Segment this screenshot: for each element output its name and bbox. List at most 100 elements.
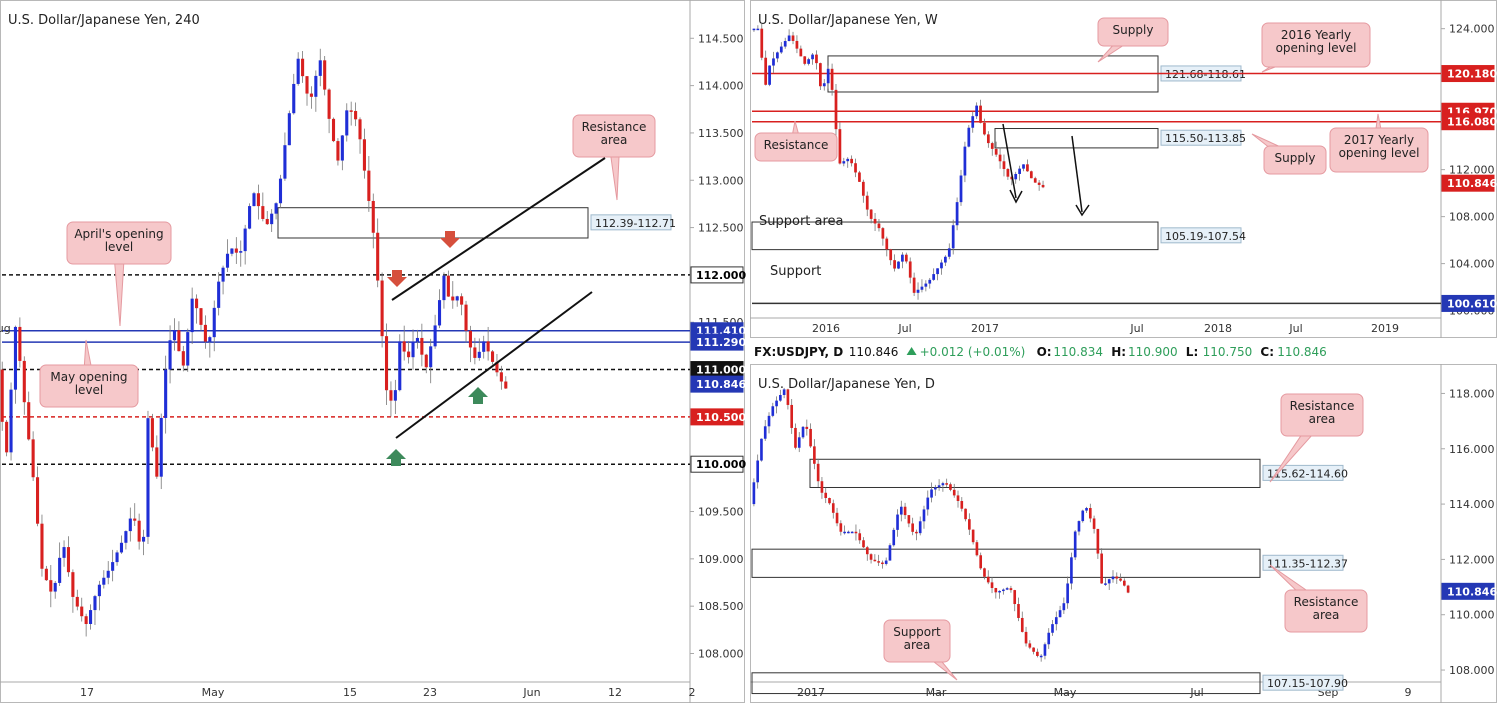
time-tick-label: 2016 (812, 322, 840, 335)
candle-body (221, 267, 225, 282)
zones: 115.62-114.60 111.35-112.37 107.15-107.90 (751, 458, 1348, 695)
price-tick-label: 118.000 (1449, 387, 1495, 400)
candle-body (945, 483, 948, 485)
candle-body (1066, 583, 1069, 604)
candle-body (217, 281, 221, 308)
time-tick-label: 2 (689, 686, 696, 699)
candle-body (1054, 617, 1058, 625)
candle-body (807, 59, 811, 64)
candle-body (858, 533, 862, 541)
candle-body (309, 93, 313, 97)
zone-label: 115.50-113.85 (1160, 129, 1246, 146)
zone-label-box (1262, 554, 1344, 571)
price-tick-label: 104.000 (1449, 258, 1495, 271)
candle-body (1017, 604, 1020, 618)
price-tick-label: 108.000 (1449, 211, 1495, 224)
candle-body (1002, 589, 1005, 592)
chart-title: U.S. Dollar/Japanese Yen, D (758, 377, 935, 392)
candle-body (190, 298, 194, 333)
level-caption: Support (770, 264, 821, 279)
candle-body (1088, 508, 1092, 519)
candle-body (920, 286, 924, 290)
callout: Resistance (754, 120, 838, 162)
candle-body (783, 41, 787, 47)
candle-body (1047, 632, 1051, 645)
candle-body (1096, 528, 1100, 554)
price-badge: 110.000 (690, 455, 746, 473)
callout-box (1329, 127, 1429, 173)
price-badge-text: 110.000 (696, 458, 746, 471)
candle-body (230, 248, 234, 254)
candle-body (918, 521, 922, 534)
candle-body (358, 119, 362, 140)
candle-body (964, 508, 967, 520)
candle-body (858, 172, 861, 182)
candle-body (968, 519, 971, 530)
panel-frame (0, 0, 745, 703)
candle-body (815, 54, 818, 64)
candle-body (13, 326, 18, 390)
candle-body (794, 427, 797, 448)
candle-body (80, 606, 84, 617)
candle-body (838, 129, 842, 164)
candle-body (877, 223, 881, 229)
candle-body (975, 542, 979, 556)
candle-body (1058, 610, 1062, 618)
time-tick-label: 17 (80, 686, 94, 699)
candle-body (415, 337, 419, 342)
candle-body (1092, 518, 1096, 529)
chart-title: U.S. Dollar/Japanese Yen, W (758, 13, 938, 28)
price-tick-label: 108.500 (698, 600, 744, 613)
candle-body (128, 518, 132, 532)
price-badge-text: 100.610 (1447, 297, 1497, 310)
candle-body (779, 395, 782, 401)
candle-body (971, 529, 975, 543)
candle-body (1062, 603, 1066, 611)
price-tick-label: 114.500 (698, 32, 744, 45)
zone-caption: Support area (759, 214, 844, 229)
time-tick-label: Jun (522, 686, 540, 699)
candle-body (1073, 531, 1077, 558)
candle-body (850, 531, 854, 534)
up-triangle-icon (906, 347, 917, 355)
zone-label-text: 105.19-107.54 (1165, 230, 1246, 243)
candle-body (1041, 184, 1045, 188)
candle-body (926, 497, 930, 510)
candle-body (884, 560, 888, 564)
callout-box (66, 221, 172, 265)
arrow-head-icon (1075, 204, 1090, 217)
price-badge-text: 112.000 (696, 269, 746, 282)
candle-body (1039, 655, 1043, 658)
symbol-header: FX:USDJPY, D 110.846 +0.012 (+0.01%) O: 110.… (750, 340, 1497, 362)
candle-body (349, 110, 353, 112)
candle-body (407, 351, 411, 358)
candle-body (772, 58, 775, 66)
candle-body (934, 487, 937, 490)
candle-body (323, 60, 327, 90)
price-badge: 110.500 (690, 408, 746, 426)
candle-body (922, 509, 926, 522)
candle-body (446, 275, 450, 297)
candle-body (1081, 510, 1085, 522)
candle-body (998, 154, 1002, 162)
buy-arrow-icon (468, 387, 488, 404)
candle-body (150, 418, 154, 448)
zone-box (809, 458, 1261, 488)
price-tick-label: 113.500 (698, 127, 744, 140)
candle-body (473, 347, 477, 358)
zones: 121.68-118.61 115.50-113.85 105.19-107.54 (751, 55, 1246, 251)
candle-body (36, 477, 40, 524)
candle-body (84, 616, 88, 625)
candle-body (44, 568, 48, 581)
candle-body (499, 372, 503, 382)
price-badge-text: 120.180 (1447, 68, 1497, 81)
candle-body (834, 89, 838, 130)
candle-body (451, 296, 455, 301)
callout-box (1284, 589, 1368, 633)
zone-label-text: 107.15-107.90 (1267, 677, 1348, 690)
candle-body (990, 582, 994, 589)
candle-body (89, 610, 93, 625)
zone-label-box (1262, 464, 1344, 481)
candle-body (986, 134, 990, 144)
